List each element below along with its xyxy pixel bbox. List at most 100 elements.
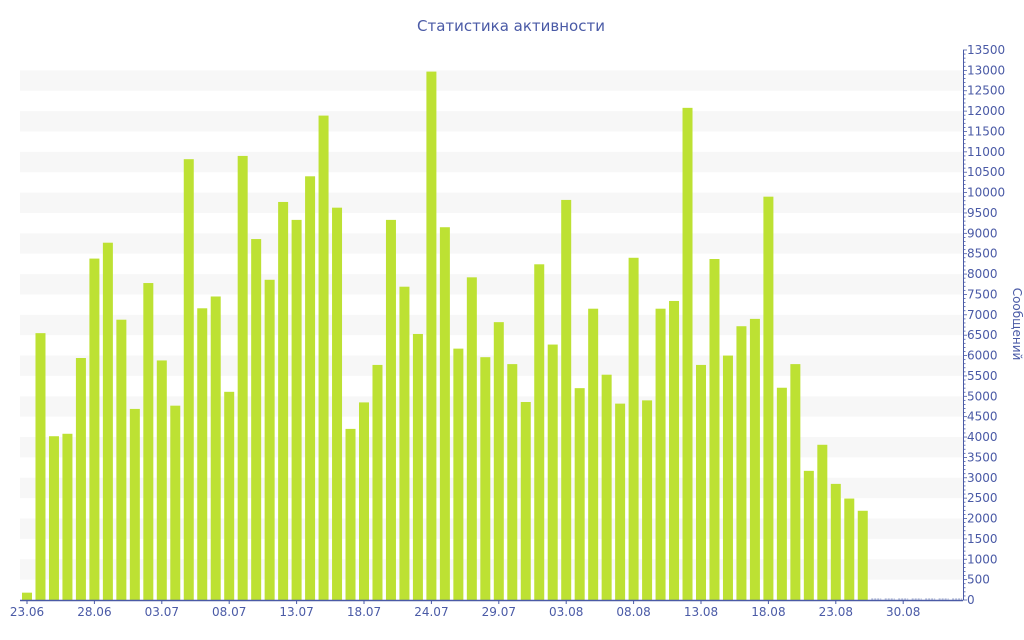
bar [426,71,437,600]
y-tick-label: 5000 [967,389,998,403]
bar [561,199,572,601]
bar [129,408,140,600]
y-tick-label: 9500 [967,206,998,220]
bar [116,319,127,600]
bar [35,333,46,600]
grid-band [20,274,963,295]
y-tick-label: 7500 [967,287,998,301]
bar [359,402,369,600]
bar [682,107,693,600]
bar [183,159,194,600]
y-tick-label: 5500 [967,369,998,383]
bar [75,358,86,600]
bar [197,308,208,600]
y-tick-label: 10000 [967,186,1005,200]
x-tick-label: 03.08 [549,605,583,619]
bar [763,196,774,600]
y-tick-label: 7000 [967,308,998,322]
y-tick-label: 2500 [967,491,998,505]
bar [332,207,343,600]
x-tick-label: 13.07 [279,605,313,619]
x-tick-label: 29.07 [482,605,516,619]
y-axis-title: Сообщений [1010,288,1024,361]
bar [22,592,32,600]
bar [534,264,545,600]
bar [399,286,410,600]
bar [453,348,464,600]
chart-title: Статистика активности [417,17,605,35]
bars [22,71,963,601]
bar [156,360,167,600]
bar [642,400,653,600]
x-tick-label: 13.08 [684,605,718,619]
bar [264,279,275,600]
y-tick-label: 13500 [967,43,1005,57]
bar [251,239,262,600]
grid-band [20,314,963,336]
bar [224,391,235,600]
bar [372,364,383,600]
bar [588,308,599,600]
bar [830,483,841,600]
bar [278,201,289,601]
x-tick-label: 23.08 [819,605,853,619]
bar [291,219,302,600]
bar [709,259,720,600]
x-tick-label: 03.07 [145,605,179,619]
bar [776,387,787,600]
bar [412,333,423,600]
bar [736,326,747,600]
bar [318,115,329,600]
y-tick-label: 10500 [967,165,1005,179]
y-tick-label: 1500 [967,532,998,546]
y-tick-label: 500 [967,573,990,587]
bar [345,428,356,600]
bar [669,300,680,600]
bar [749,318,760,600]
bar [722,355,733,600]
x-tick-label: 24.07 [414,605,448,619]
bar [62,433,73,600]
x-tick-label: 08.08 [616,605,650,619]
y-tick-label: 9000 [967,226,998,240]
bar [520,402,531,600]
grid-band [20,192,963,213]
bar [696,364,706,600]
y-tick-label: 4500 [967,410,998,424]
bar [628,257,639,600]
bar [615,403,626,600]
bar [439,227,450,600]
grid-band [20,233,963,254]
bar [601,374,612,600]
bar [547,344,558,600]
bar [480,357,491,600]
bar [102,242,113,600]
grid-band [20,70,963,91]
x-tick-label: 18.08 [751,605,785,619]
bar [803,470,814,600]
bar [237,155,248,601]
grid-band [20,111,963,132]
y-tick-label: 8500 [967,247,998,261]
y-tick-label: 4000 [967,430,998,444]
bar [844,498,855,600]
bar [790,364,801,600]
bar [385,219,396,600]
y-tick-label: 3000 [967,471,998,485]
bar [305,176,316,600]
bar [89,258,100,600]
x-tick-label: 30.08 [886,605,920,619]
bar [574,388,585,600]
grid-band [20,151,963,173]
bar [857,510,868,600]
x-tick-label: 18.07 [347,605,381,619]
y-tick-label: 0 [967,593,975,607]
bar [493,322,504,600]
bar [817,444,828,600]
bar [655,308,666,600]
bar [143,283,154,600]
y-tick-label: 8000 [967,267,998,281]
y-tick-label: 11000 [967,145,1005,159]
y-tick-label: 1000 [967,552,998,566]
